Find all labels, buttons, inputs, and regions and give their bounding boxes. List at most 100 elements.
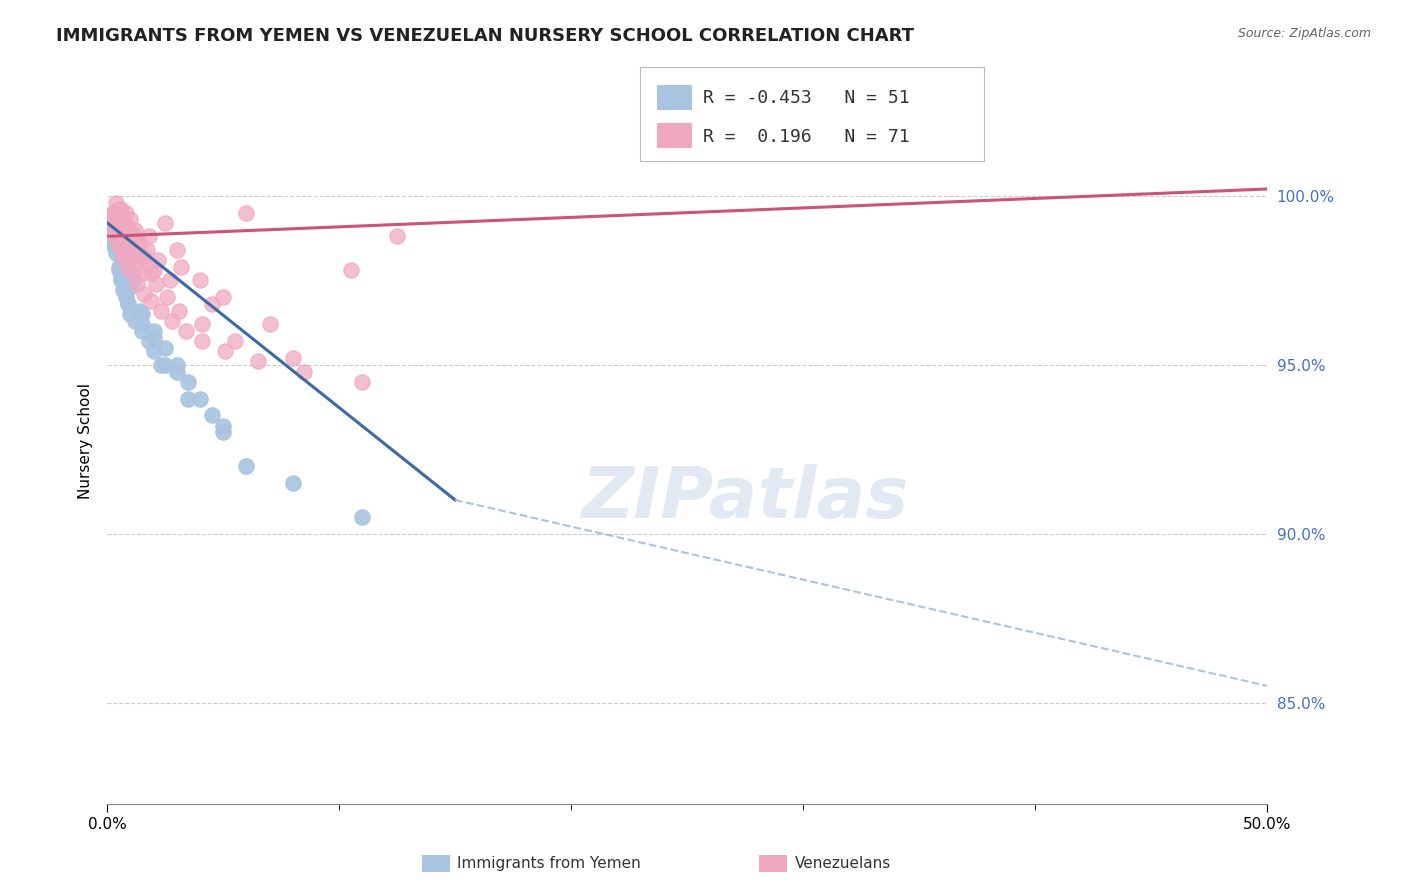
Point	[235, 459, 257, 474]
Point	[121, 226, 143, 240]
Point	[142, 324, 165, 338]
Point	[107, 263, 129, 277]
Point	[214, 344, 236, 359]
Point	[141, 267, 163, 281]
Point	[200, 297, 222, 311]
Point	[115, 219, 138, 234]
Point	[212, 418, 235, 433]
Point	[153, 341, 176, 355]
Point	[107, 239, 129, 253]
Point	[112, 250, 135, 264]
Point	[101, 226, 124, 240]
Point	[148, 252, 170, 267]
Point	[131, 324, 153, 338]
Point	[235, 205, 257, 219]
Point	[110, 250, 132, 264]
Point	[111, 222, 134, 236]
Point	[112, 284, 135, 298]
Point	[160, 314, 183, 328]
Point	[120, 307, 142, 321]
Point	[121, 233, 143, 247]
Point	[117, 297, 139, 311]
Point	[292, 365, 315, 379]
Point	[107, 236, 129, 251]
Point	[100, 212, 122, 227]
Point	[191, 334, 214, 348]
Point	[339, 263, 361, 277]
Point	[134, 250, 156, 264]
Text: R =  0.196   N = 71: R = 0.196 N = 71	[703, 128, 910, 145]
Point	[105, 229, 128, 244]
Point	[112, 256, 135, 270]
Point	[131, 317, 153, 331]
Point	[153, 358, 176, 372]
Point	[122, 246, 145, 260]
Point	[170, 260, 193, 274]
Point	[385, 229, 408, 244]
Point	[246, 354, 269, 368]
Point	[138, 334, 160, 348]
Point	[177, 375, 200, 389]
Point	[103, 239, 125, 253]
Point	[101, 216, 124, 230]
Point	[101, 205, 124, 219]
Point	[120, 229, 142, 244]
Point	[142, 263, 165, 277]
Point	[121, 273, 143, 287]
Point	[128, 303, 150, 318]
Point	[142, 331, 165, 345]
Point	[212, 425, 235, 440]
Point	[104, 216, 127, 230]
Text: Venezuelans: Venezuelans	[794, 856, 890, 871]
Point	[166, 365, 188, 379]
Point	[159, 273, 181, 287]
Point	[177, 392, 200, 406]
Point	[103, 205, 125, 219]
Point	[114, 229, 136, 244]
Point	[200, 409, 222, 423]
Point	[127, 236, 149, 251]
Point	[107, 222, 129, 236]
Point	[103, 236, 125, 251]
Point	[138, 229, 160, 244]
Point	[105, 246, 128, 260]
Point	[124, 314, 146, 328]
Point	[153, 216, 176, 230]
Point	[105, 233, 128, 247]
Point	[352, 509, 374, 524]
Point	[121, 233, 143, 247]
Point	[120, 280, 142, 294]
Point	[167, 303, 190, 318]
Point	[166, 243, 188, 257]
Point	[149, 303, 172, 318]
Point	[105, 195, 128, 210]
Point	[101, 222, 124, 236]
Point	[114, 284, 136, 298]
Point	[117, 226, 139, 240]
Point	[127, 277, 149, 291]
Point	[117, 297, 139, 311]
Point	[101, 212, 124, 227]
Point	[134, 286, 156, 301]
Point	[103, 209, 125, 223]
Point	[259, 317, 281, 331]
Text: IMMIGRANTS FROM YEMEN VS VENEZUELAN NURSERY SCHOOL CORRELATION CHART: IMMIGRANTS FROM YEMEN VS VENEZUELAN NURS…	[56, 27, 914, 45]
Point	[124, 222, 146, 236]
Point	[281, 476, 304, 491]
Point	[115, 246, 138, 260]
Point	[132, 267, 155, 281]
Point	[131, 256, 153, 270]
Point	[112, 219, 135, 234]
Point	[107, 216, 129, 230]
Text: Source: ZipAtlas.com: Source: ZipAtlas.com	[1237, 27, 1371, 40]
Point	[101, 222, 124, 236]
Point	[107, 260, 129, 274]
Point	[111, 212, 134, 227]
Y-axis label: Nursery School: Nursery School	[79, 383, 93, 499]
Point	[145, 277, 167, 291]
Point	[131, 307, 153, 321]
Point	[114, 239, 136, 253]
Point	[212, 290, 235, 304]
Text: ZIPatlas: ZIPatlas	[582, 465, 908, 533]
Point	[128, 236, 150, 251]
